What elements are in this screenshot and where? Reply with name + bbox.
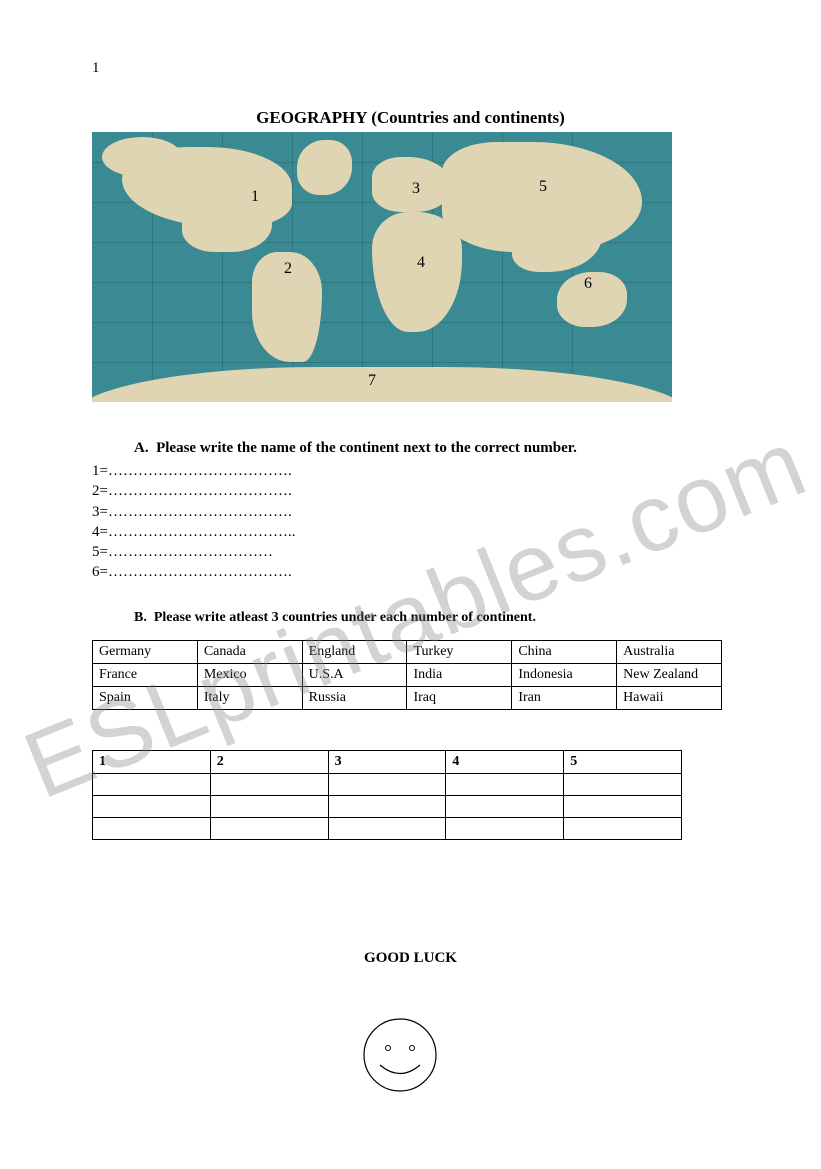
blank-line-1[interactable]: 1=………………………………. [92, 461, 722, 481]
section-b: B. Please write atleast 3 countries unde… [92, 610, 722, 840]
page-title: GEOGRAPHY (Countries and continents) [0, 108, 821, 128]
cell: 1 [93, 751, 211, 774]
map-label-4: 4 [417, 254, 425, 272]
section-a-letter: A. [134, 440, 149, 456]
blank-line-3[interactable]: 3=………………………………. [92, 502, 722, 522]
section-b-letter: B. [134, 610, 147, 625]
cell: New Zealand [617, 664, 722, 687]
table-row: France Mexico U.S.A India Indonesia New … [93, 664, 722, 687]
smiley-icon [355, 1010, 445, 1105]
good-luck-text: GOOD LUCK [0, 950, 821, 967]
cell: Russia [302, 687, 407, 710]
world-map: 1 2 3 4 5 6 7 [92, 132, 672, 402]
page-number: 1 [92, 60, 100, 77]
map-label-3: 3 [412, 180, 420, 198]
cell: 2 [210, 751, 328, 774]
map-label-2: 2 [284, 260, 292, 278]
cell: Mexico [197, 664, 302, 687]
countries-table: Germany Canada England Turkey China Aust… [92, 640, 722, 710]
map-label-5: 5 [539, 178, 547, 196]
cell: Canada [197, 641, 302, 664]
table-row: 1 2 3 4 5 [93, 751, 682, 774]
cell: Italy [197, 687, 302, 710]
blank-line-4[interactable]: 4=……………………………….. [92, 522, 722, 542]
table-row: Spain Italy Russia Iraq Iran Hawaii [93, 687, 722, 710]
map-label-7: 7 [368, 372, 376, 390]
cell: Iraq [407, 687, 512, 710]
cell: Iran [512, 687, 617, 710]
cell: U.S.A [302, 664, 407, 687]
section-b-instruction: Please write atleast 3 countries under e… [154, 610, 536, 625]
cell: Hawaii [617, 687, 722, 710]
cell: Indonesia [512, 664, 617, 687]
blank-line-5[interactable]: 5=…………………………… [92, 542, 722, 562]
table-row[interactable] [93, 796, 682, 818]
section-a-instruction: Please write the name of the continent n… [156, 440, 577, 456]
cell: France [93, 664, 198, 687]
table-row[interactable] [93, 818, 682, 840]
cell: 4 [446, 751, 564, 774]
cell: Germany [93, 641, 198, 664]
cell: England [302, 641, 407, 664]
table-row: Germany Canada England Turkey China Aust… [93, 641, 722, 664]
table-row[interactable] [93, 774, 682, 796]
map-label-1: 1 [251, 188, 259, 206]
blank-line-6[interactable]: 6=………………………………. [92, 562, 722, 582]
map-label-6: 6 [584, 275, 592, 293]
cell: 3 [328, 751, 446, 774]
blank-line-2[interactable]: 2=………………………………. [92, 481, 722, 501]
cell: 5 [564, 751, 682, 774]
cell: India [407, 664, 512, 687]
cell: Australia [617, 641, 722, 664]
cell: China [512, 641, 617, 664]
section-a: A. Please write the name of the continen… [92, 440, 722, 583]
answer-table: 1 2 3 4 5 [92, 750, 682, 840]
cell: Turkey [407, 641, 512, 664]
cell: Spain [93, 687, 198, 710]
